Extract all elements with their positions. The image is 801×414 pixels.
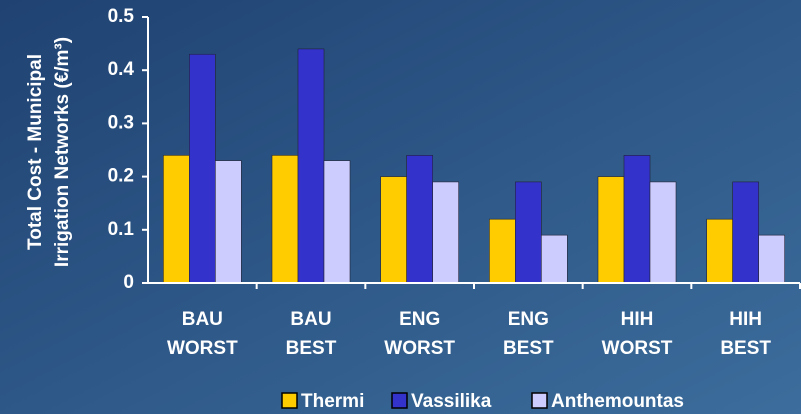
bar [297, 48, 325, 284]
bar [323, 160, 351, 284]
x-tick-label: BEST [720, 338, 771, 359]
x-tick-label: BAU [290, 309, 331, 330]
x-tick-label: BEST [503, 338, 554, 359]
bar [406, 155, 433, 284]
legend-swatch [281, 392, 298, 409]
bar [541, 234, 568, 284]
bar [489, 218, 516, 284]
bar [758, 234, 785, 284]
legend-swatch [531, 392, 548, 409]
x-tick-label: ENG [508, 309, 549, 330]
bar [597, 176, 625, 284]
x-tick-label: BAU [182, 309, 223, 330]
bar [649, 181, 677, 284]
y-tick-label: 0.3 [108, 112, 134, 133]
x-tick-label: HIH [621, 309, 654, 330]
y-tick-label: 0.4 [108, 59, 135, 80]
x-tick-label: BEST [286, 338, 337, 359]
y-axis-label: Total Cost - Municipal [25, 54, 46, 250]
legend-label: Anthemountas [551, 391, 684, 412]
x-tick-label: ENG [399, 309, 440, 330]
bar [706, 218, 733, 284]
bar [515, 181, 542, 284]
x-tick-label: WORST [602, 338, 673, 359]
x-tick-label: WORST [384, 338, 455, 359]
bar [432, 181, 459, 284]
x-tick-label: WORST [167, 338, 238, 359]
legend-swatch [391, 392, 408, 409]
x-tick-label: HIH [729, 309, 762, 330]
bar [732, 181, 759, 284]
y-tick-label: 0.5 [108, 6, 135, 27]
y-tick-label: 0.1 [108, 219, 135, 240]
bar [623, 155, 651, 284]
bar [271, 155, 299, 284]
legend-label: Thermi [301, 391, 364, 412]
bar [163, 155, 190, 284]
legend-label: Vassilika [411, 391, 492, 412]
bar [189, 53, 216, 284]
y-axis-label: Irrigation Networks (€/m³) [52, 37, 73, 267]
bar [380, 176, 407, 284]
y-tick-label: 0.2 [108, 166, 134, 187]
y-tick-label: 0 [123, 272, 134, 293]
bar [215, 160, 242, 284]
